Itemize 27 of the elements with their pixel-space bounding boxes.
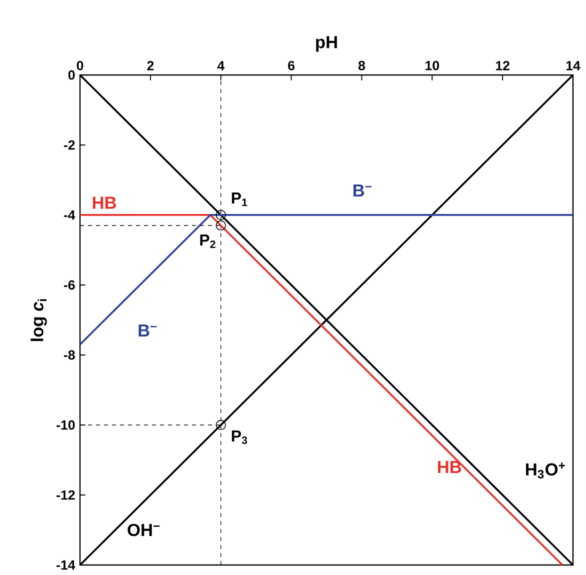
y-tick-label: 0 xyxy=(68,70,75,80)
y-tick-label: -4 xyxy=(64,210,76,220)
series-label: B$^{−}$ xyxy=(138,324,157,336)
x-tick-label: 6 xyxy=(288,60,295,70)
series-label: H$_{3}$O$^{+}$ xyxy=(526,462,565,479)
y-tick-label: -14 xyxy=(56,560,76,570)
y-tick-label: -10 xyxy=(56,420,75,430)
x-tick-label: 12 xyxy=(496,60,510,70)
x-tick-label: 0 xyxy=(76,60,84,70)
x-tick-label: 4 xyxy=(217,61,224,70)
y-axis-title: log c$_{i}$ xyxy=(30,299,47,342)
x-axis-title: pH xyxy=(316,36,337,52)
y-tick-label: -8 xyxy=(64,350,75,360)
series-label: HB xyxy=(92,196,116,209)
series-label: OH$^{−}$ xyxy=(128,524,160,536)
annotation: HB xyxy=(438,461,462,473)
annotation: B$^{−}$ xyxy=(353,184,372,196)
x-tick-label: 2 xyxy=(147,60,154,70)
annotation: P$_{3}$ xyxy=(232,430,248,444)
y-tick-label: -12 xyxy=(56,490,75,500)
x-tick-label: 10 xyxy=(426,60,440,70)
x-tick-label: 14 xyxy=(566,61,580,70)
x-tick-label: 8 xyxy=(358,60,366,70)
y-tick-label: -6 xyxy=(64,280,75,290)
annotation: P$_{1}$ xyxy=(232,192,248,206)
annotation: P$_{2}$ xyxy=(200,234,216,248)
y-tick-label: -2 xyxy=(64,140,75,150)
